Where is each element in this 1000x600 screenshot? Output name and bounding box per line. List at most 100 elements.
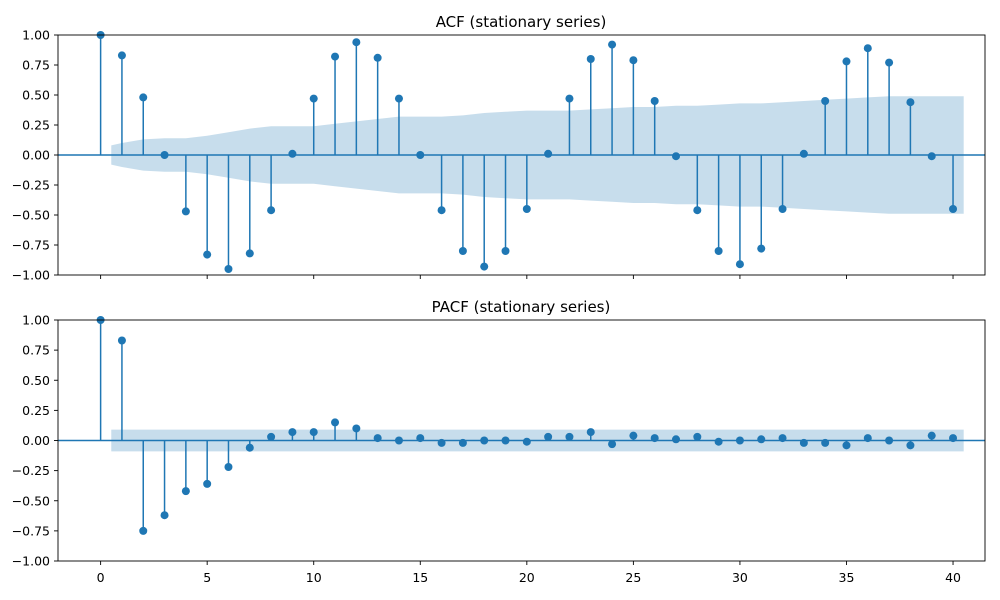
acf-point-lag-24 bbox=[608, 40, 617, 49]
acf-panel: ACF (stationary series) 1.00 0.75 0.50 0.25… bbox=[12, 13, 986, 283]
acf-point-lag-37 bbox=[885, 58, 894, 67]
acf-point-lag-4 bbox=[181, 207, 190, 216]
pacf-point-lag-38 bbox=[906, 441, 915, 450]
pacf-stems bbox=[99, 320, 954, 531]
pacf-point-lag-6 bbox=[224, 463, 233, 472]
acf-point-lag-31 bbox=[757, 244, 766, 253]
pacf-point-lag-3 bbox=[160, 511, 169, 520]
acf-point-lag-6 bbox=[224, 265, 233, 273]
acf-point-lag-16 bbox=[437, 206, 446, 215]
pacf-point-lag-20 bbox=[522, 437, 531, 446]
acf-point-lag-23 bbox=[586, 55, 595, 63]
acf-point-lag-27 bbox=[672, 152, 680, 161]
acf-point-lag-40 bbox=[949, 205, 958, 213]
pacf-ytick-label: 0.25 bbox=[22, 403, 50, 418]
pacf-point-lag-29 bbox=[714, 437, 723, 446]
acf-point-lag-25 bbox=[629, 56, 638, 65]
pacf-point-lag-22 bbox=[565, 432, 574, 441]
pacf-x-axis: 0 5 10 15 20 25 30 35 40 bbox=[97, 561, 961, 585]
pacf-point-lag-5 bbox=[203, 479, 212, 488]
pacf-point-lag-21 bbox=[544, 432, 553, 441]
pacf-point-lag-4 bbox=[181, 487, 190, 496]
acf-ytick-label: −0.50 bbox=[12, 208, 50, 223]
acf-point-lag-2 bbox=[139, 93, 148, 102]
pacf-point-lag-7 bbox=[245, 443, 254, 452]
pacf-point-lag-28 bbox=[693, 432, 702, 441]
acf-point-lag-10 bbox=[309, 94, 318, 103]
pacf-xtick-label: 5 bbox=[203, 570, 211, 585]
acf-point-lag-5 bbox=[203, 250, 212, 259]
pacf-xtick-label: 35 bbox=[839, 570, 855, 585]
pacf-ytick-label: −1.00 bbox=[12, 554, 50, 569]
acf-point-lag-36 bbox=[863, 44, 872, 53]
pacf-xtick-label: 0 bbox=[97, 570, 105, 585]
acf-point-lag-22 bbox=[565, 94, 574, 103]
pacf-panel: PACF (stationary series) 1.00 0.75 0.50 0.2… bbox=[12, 298, 986, 585]
pacf-point-lag-39 bbox=[927, 431, 936, 440]
pacf-ytick-label: −0.25 bbox=[12, 463, 50, 478]
acf-point-lag-19 bbox=[501, 247, 510, 255]
acf-ytick-label: 1.00 bbox=[22, 28, 50, 43]
acf-ytick-label: −1.00 bbox=[12, 268, 50, 283]
pacf-ytick-label: −0.50 bbox=[12, 493, 50, 508]
acf-point-lag-33 bbox=[799, 149, 808, 158]
acf-point-lag-7 bbox=[245, 249, 254, 258]
pacf-point-lag-24 bbox=[608, 440, 617, 449]
pacf-point-lag-9 bbox=[288, 428, 297, 437]
pacf-point-lag-35 bbox=[842, 441, 851, 450]
acf-point-lag-9 bbox=[288, 149, 297, 158]
pacf-point-lag-1 bbox=[117, 336, 126, 345]
acf-point-lag-34 bbox=[821, 97, 830, 105]
acf-y-axis: 1.00 0.75 0.50 0.25 0.00 −0.25 −0.50 −0.75 −1.00 bbox=[12, 28, 58, 283]
pacf-y-axis: 1.00 0.75 0.50 0.25 0.00 −0.25 −0.50 −0.75 −1.00 bbox=[12, 313, 58, 569]
acf-point-lag-29 bbox=[714, 247, 723, 255]
acf-point-lag-30 bbox=[735, 260, 744, 269]
acf-ytick-label: −0.25 bbox=[12, 178, 50, 193]
acf-point-lag-35 bbox=[842, 57, 851, 66]
acf-point-lag-21 bbox=[544, 149, 553, 158]
acf-point-lag-14 bbox=[394, 94, 403, 103]
acf-point-lag-26 bbox=[650, 97, 659, 105]
acf-point-lag-13 bbox=[373, 53, 382, 62]
acf-x-axis bbox=[100, 275, 954, 279]
pacf-markers bbox=[96, 316, 958, 535]
acf-point-lag-1 bbox=[117, 51, 126, 60]
pacf-xtick-label: 10 bbox=[306, 570, 322, 585]
pacf-xtick-label: 20 bbox=[519, 570, 535, 585]
pacf-point-lag-12 bbox=[352, 424, 361, 433]
acf-ytick-label: 0.25 bbox=[22, 118, 50, 133]
pacf-ytick-label: −0.75 bbox=[12, 523, 50, 538]
pacf-xtick-label: 25 bbox=[625, 570, 641, 585]
acf-point-lag-32 bbox=[778, 205, 787, 213]
acf-ytick-label: 0.00 bbox=[22, 148, 50, 163]
pacf-xtick-label: 30 bbox=[732, 570, 748, 585]
pacf-point-lag-23 bbox=[586, 428, 595, 437]
acf-point-lag-38 bbox=[906, 98, 915, 107]
pacf-point-lag-31 bbox=[757, 435, 766, 444]
acf-point-lag-39 bbox=[927, 152, 936, 161]
acf-ytick-label: 0.50 bbox=[22, 88, 50, 103]
pacf-point-lag-27 bbox=[672, 435, 680, 444]
acf-point-lag-20 bbox=[522, 205, 531, 213]
acf-ytick-label: −0.75 bbox=[12, 238, 50, 253]
pacf-title: PACF (stationary series) bbox=[432, 298, 611, 316]
pacf-ytick-label: 0.00 bbox=[22, 433, 50, 448]
acf-stems bbox=[99, 35, 954, 269]
pacf-point-lag-10 bbox=[309, 428, 318, 437]
pacf-xtick-label: 40 bbox=[945, 570, 961, 585]
pacf-point-lag-2 bbox=[139, 526, 148, 535]
acf-ytick-label: 0.75 bbox=[22, 58, 50, 73]
acf-point-lag-17 bbox=[458, 247, 467, 255]
pacf-xtick-label: 15 bbox=[412, 570, 428, 585]
acf-markers bbox=[96, 31, 958, 273]
pacf-ytick-label: 0.75 bbox=[22, 343, 50, 358]
pacf-point-lag-25 bbox=[629, 431, 638, 440]
pacf-ytick-label: 1.00 bbox=[22, 313, 50, 328]
pacf-point-lag-11 bbox=[331, 418, 340, 427]
acf-point-lag-8 bbox=[267, 206, 276, 215]
pacf-point-lag-8 bbox=[267, 432, 276, 441]
acf-title: ACF (stationary series) bbox=[436, 13, 607, 31]
acf-point-lag-28 bbox=[693, 206, 702, 215]
acf-point-lag-11 bbox=[331, 52, 340, 61]
